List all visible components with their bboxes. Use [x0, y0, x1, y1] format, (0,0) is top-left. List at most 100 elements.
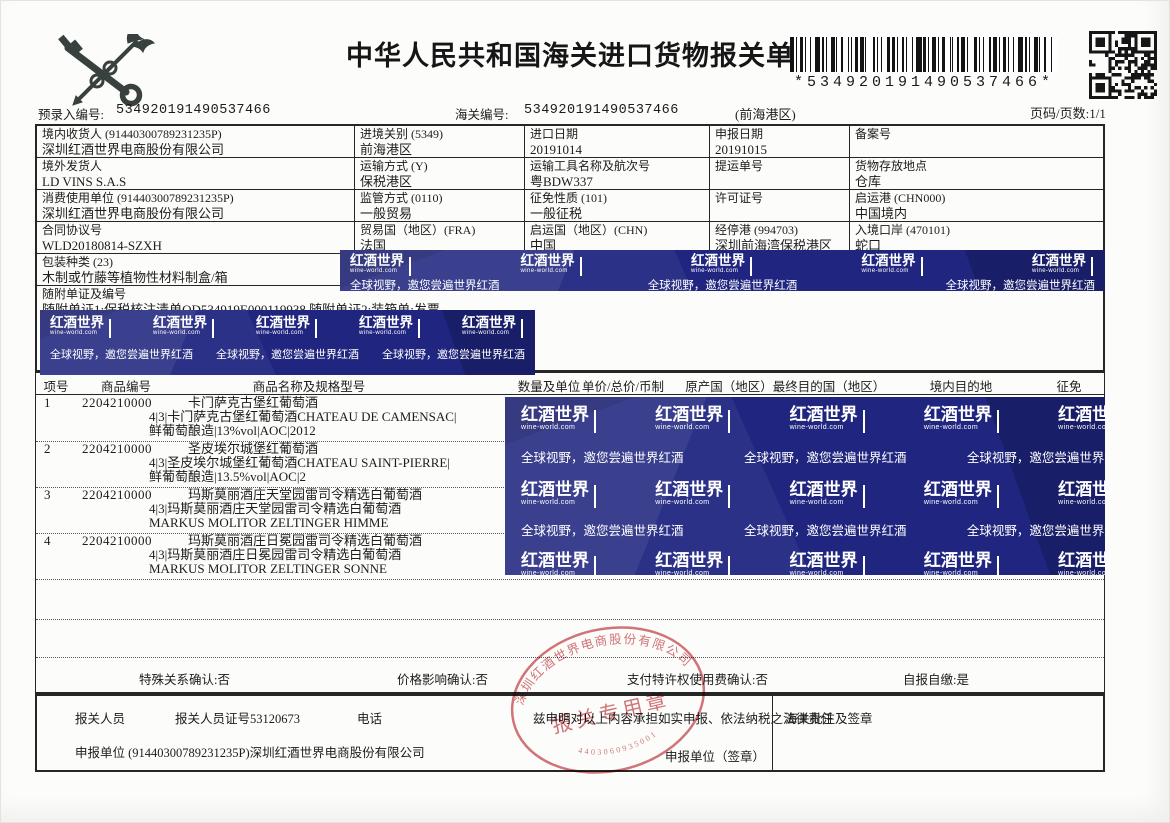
wine-world-logo-url: wine-world.com	[153, 330, 201, 336]
storage-place-value: 仓库	[855, 174, 882, 189]
field-transport-name-voyage: 运输工具名称及航次号 粤BDW337	[525, 158, 710, 189]
info-table-row: 境内收货人 (91440300789231235P) 深圳红酒世界电商股份有限公司…	[37, 126, 1103, 158]
goods-column-header: 单价/总价/币制	[582, 380, 664, 394]
wine-world-logo-url: wine-world.com	[789, 499, 844, 506]
wine-world-logo-text: 红酒世界	[1058, 551, 1105, 570]
watermark-slogan: 全球视野，邀您尝遍世界红酒	[521, 524, 684, 538]
goods-column-header: 商品名称及规格型号	[252, 380, 366, 394]
field-levy-nature: 征免性质 (101) 一般征税	[525, 190, 710, 221]
page-number: 页码/页数:1/1	[1030, 106, 1106, 121]
supervision-mode-value: 一般贸易	[360, 206, 413, 221]
item-name: 卡门萨克古堡红葡萄酒	[188, 395, 319, 410]
item-hs-code: 2204210000	[82, 441, 152, 456]
stamp-number: 4403060935001	[576, 728, 662, 764]
declare-unit: 申报单位 (91440300789231235P)深圳红酒世界电商股份有限公司	[75, 746, 425, 760]
wine-world-logo-text: 红酒世界	[923, 480, 992, 499]
wine-world-logo-url: wine-world.com	[462, 330, 510, 336]
field-transport-mode: 运输方式 (Y) 保税港区	[355, 158, 525, 189]
watermark-band-top: 红酒世界 wine-world.com 红酒世界 wine-world.com 红酒世界…	[340, 250, 1105, 291]
watermark-slogan-row: 全球视野，邀您尝遍世界红酒 全球视野，邀您尝遍世界红酒 全球视野，邀您尝遍世界红酒	[350, 277, 1095, 291]
field-entry-port: 入境口岸 (470101) 蛇口	[850, 222, 1103, 253]
item-spec-line: 鲜葡萄酿造|13.5%vol|AOC|2	[149, 469, 306, 484]
wine-world-logo-url: wine-world.com	[923, 499, 979, 506]
field-contract-no: 合同协议号 WLD20180814-SZXH	[37, 222, 355, 253]
wine-world-logo-url: wine-world.com	[789, 570, 844, 575]
watermark-slogan-row: 全球视野，邀您尝遍世界红酒 全球视野，邀您尝遍世界红酒 全球视野，邀您尝遍世界红酒	[50, 346, 525, 362]
wine-world-logo-url: wine-world.com	[256, 330, 304, 336]
wine-world-logo-url: wine-world.com	[861, 268, 909, 274]
wine-world-logo-url: wine-world.com	[359, 330, 407, 336]
watermark-slogan: 全球视野，邀您尝遍世界红酒	[216, 349, 359, 361]
barcode: *534920191490537466*	[790, 37, 1058, 93]
watermark-slogan: 全球视野，邀您尝遍世界红酒	[743, 451, 907, 465]
goods-column-header: 境内目的地	[929, 380, 993, 394]
field-transit-port: 经停港 (994703) 深圳前海湾保税港区	[710, 222, 850, 253]
wine-world-logo-url: wine-world.com	[655, 570, 710, 575]
declaration-date-label: 申报日期	[715, 127, 764, 141]
goods-column-header: 最终目的国（地区）	[772, 380, 886, 394]
wine-world-logo-url: wine-world.com	[923, 424, 979, 431]
watermark-band-large: 红酒世界 wine-world.com 红酒世界 wine-world.com 红酒世界…	[505, 397, 1105, 575]
item-name: 玛斯莫丽酒庄日冕园雷司令精选白葡萄酒	[188, 533, 423, 548]
item-spec-line: MARKUS MOLITOR ZELTINGER SONNE	[149, 561, 387, 576]
transport-mode-label: 运输方式 (Y)	[360, 159, 428, 173]
goods-column-header: 商品编号	[100, 380, 152, 394]
wine-world-logo-url: wine-world.com	[1058, 424, 1105, 431]
entry-customs-value: 前海港区	[360, 142, 413, 157]
item-spec-line: 鲜葡萄酿造|13%vol|AOC|2012	[149, 423, 316, 438]
agent-label: 报关人员	[75, 712, 126, 726]
watermark-slogan: 全球视野，邀您尝遍世界红酒	[50, 349, 193, 361]
trade-country-label: 贸易国（地区）(FRA)	[360, 223, 476, 237]
wine-world-logo-text: 红酒世界	[1058, 480, 1105, 499]
header-numbers-row: 预录入编号: 534920191490537466 海关编号: 53492019…	[0, 102, 1170, 122]
item-spec-line: 4|3|玛斯莫丽酒庄天堂园雷司令精选白葡萄酒	[149, 501, 402, 516]
documents-label: 随附单证及编号	[42, 287, 127, 301]
customs-number-label: 海关编号:	[455, 108, 509, 122]
customs-area: (前海港区)	[735, 107, 796, 122]
watermark-logo-row: 红酒世界 wine-world.com 红酒世界 wine-world.com 红酒世界…	[521, 405, 1105, 433]
barcode-bars	[790, 37, 1058, 72]
watermark-band-left: 红酒世界 wine-world.com 红酒世界 wine-world.com 红酒世界…	[40, 310, 535, 375]
goods-column-header: 原产国（地区）	[685, 380, 773, 394]
item-no: 4	[44, 533, 51, 548]
license-no-label: 许可证号	[715, 191, 764, 205]
empty-row-divider	[36, 619, 1104, 620]
wine-world-logo-url: wine-world.com	[655, 424, 710, 431]
transport-name-voyage-value: 粤BDW337	[530, 174, 593, 189]
contract-no-value: WLD20180814-SZXH	[42, 238, 162, 253]
watermark-slogan: 全球视野，邀您尝遍世界红酒	[743, 524, 907, 538]
item-spec-line: 4|3|玛斯莫丽酒庄日冕园雷司令精选白葡萄酒	[149, 547, 402, 562]
entry-port-label: 入境口岸 (470101)	[855, 223, 950, 237]
wine-world-logo-text: 红酒世界	[350, 253, 404, 268]
footer-divider	[772, 696, 773, 770]
field-entry-customs: 进境关别 (5349) 前海港区	[355, 126, 525, 157]
confirmation-item: 自报自缴:是	[903, 673, 969, 687]
form-title: 中华人民共和国海关进口货物报关单	[346, 41, 794, 71]
departure-port-label: 启运港 (CHN000)	[855, 191, 946, 205]
field-declaration-date: 申报日期 20191015	[710, 126, 850, 157]
item-spec-line: MARKUS MOLITOR ZELTINGER HIMME	[149, 515, 389, 530]
wine-world-logo-url: wine-world.com	[521, 424, 576, 431]
wine-world-logo-text: 红酒世界	[923, 551, 992, 570]
confirmation-item: 价格影响确认:否	[397, 673, 488, 687]
consumer-unit-label: 消费使用单位 (91440300789231235P)	[42, 191, 234, 205]
field-record-no: 备案号	[850, 126, 1103, 157]
wine-world-logo-url: wine-world.com	[1058, 499, 1105, 506]
transit-port-label: 经停港 (994703)	[715, 223, 798, 237]
watermark-slogan-row: 全球视野，邀您尝遍世界红酒 全球视野，邀您尝遍世界红酒 全球视野，邀您尝遍世界红酒	[521, 447, 1105, 466]
wine-world-logo-url: wine-world.com	[655, 499, 710, 506]
item-spec-line: 4|3|圣皮埃尔城堡红葡萄酒CHATEAU SAINT-PIERRE|	[149, 455, 450, 470]
goods-column-header: 数量及单位	[517, 380, 581, 394]
field-trade-country: 贸易国（地区）(FRA) 法国	[355, 222, 525, 253]
field-accompanying-documents: 随附单证及编号 随附单证1:保税核注清单QD534919E000119938 随…	[37, 286, 1103, 372]
wine-world-logo-text: 红酒世界	[153, 315, 207, 330]
wine-world-logo-text: 红酒世界	[462, 315, 516, 330]
